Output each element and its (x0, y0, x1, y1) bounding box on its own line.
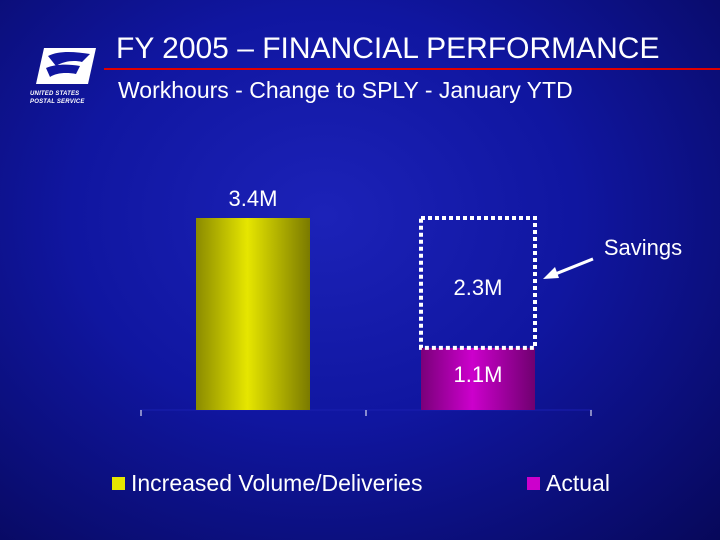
bar-increased-volume (196, 218, 310, 410)
page-title: FY 2005 – FINANCIAL PERFORMANCE (116, 32, 660, 65)
savings-arrow-head (543, 266, 559, 279)
bar-savings-outline (419, 216, 537, 350)
bar-actual (421, 347, 535, 410)
logo-text-line2: POSTAL SERVICE (30, 99, 85, 105)
data-label-increased: 3.4M (229, 186, 278, 211)
legend-item-actual: Actual (527, 466, 610, 500)
savings-arrow-line (552, 257, 594, 277)
page-subtitle: Workhours - Change to SPLY - January YTD (118, 77, 573, 103)
legend-swatch-actual (527, 476, 540, 490)
usps-logo: UNITED STATES POSTAL SERVICE (30, 44, 98, 108)
savings-annotation: Savings (604, 235, 682, 260)
legend-label-actual: Actual (546, 469, 610, 496)
data-label-actual: 1.1M (454, 362, 503, 387)
logo-text-line1: UNITED STATES (30, 91, 80, 97)
legend-label-increased: Increased Volume/Deliveries (131, 469, 423, 496)
title-rule (104, 68, 720, 70)
data-label-savings: 2.3M (454, 275, 503, 300)
legend-swatch-increased (112, 476, 125, 490)
legend-item-increased: Increased Volume/Deliveries (112, 466, 422, 500)
usps-eagle-icon (36, 48, 96, 84)
